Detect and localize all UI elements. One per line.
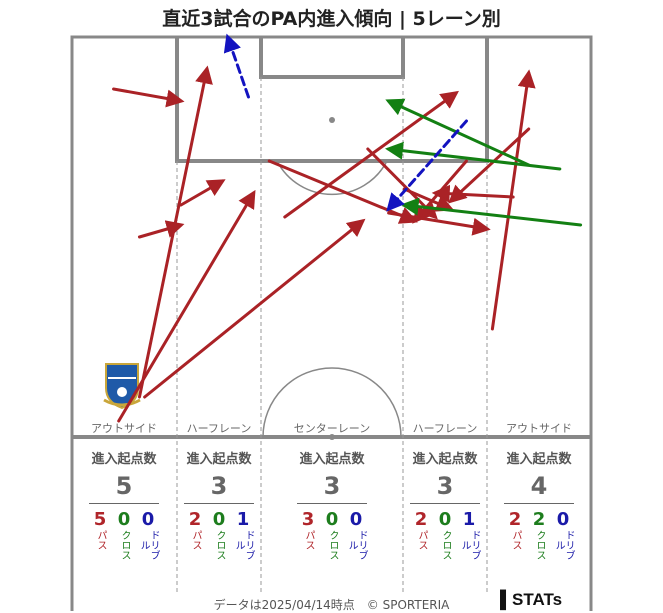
lane-label-2: ハーフレーン bbox=[187, 422, 252, 435]
lane-stats-3: 進入起点数 3 3 パス 0 クロス 0 ドリブル bbox=[292, 448, 372, 560]
stats-logo-icon: ▌ bbox=[500, 590, 513, 609]
lane-label-3: センターレーン bbox=[294, 422, 370, 435]
stats-brand-logo: ▌STATs bbox=[500, 590, 562, 610]
cross-label: クロス bbox=[119, 530, 130, 560]
pass-arrow bbox=[112, 87, 185, 108]
cross-count: 0 bbox=[212, 509, 226, 530]
pass-label: パス bbox=[190, 530, 201, 550]
dribble-label: ドリブル bbox=[553, 530, 574, 560]
cross-label: クロス bbox=[214, 530, 225, 560]
pass-count: 5 bbox=[93, 509, 107, 530]
center-circle bbox=[262, 367, 402, 438]
cross-label: クロス bbox=[440, 530, 451, 560]
lane-stats-4: 進入起点数 3 2 パス 0 クロス 1 ドリブル bbox=[405, 448, 485, 560]
pass-arrow bbox=[143, 218, 366, 399]
footer-credit: データは2025/04/14時点 © SPORTERIA bbox=[213, 598, 450, 612]
pass-count: 2 bbox=[508, 509, 522, 530]
cross-arrow bbox=[400, 197, 583, 227]
lane-label-5: アウトサイド bbox=[506, 422, 572, 435]
dribble-count: 1 bbox=[462, 509, 476, 530]
pass-count: 2 bbox=[414, 509, 428, 530]
lane-label-1: アウトサイド bbox=[91, 422, 157, 435]
stats-divider bbox=[410, 503, 480, 504]
dribble-label: ドリブル bbox=[346, 530, 367, 560]
total-count: 3 bbox=[436, 472, 454, 500]
pass-count: 3 bbox=[301, 509, 315, 530]
stats-heading: 進入起点数 bbox=[91, 452, 157, 467]
pass-arrow bbox=[179, 179, 226, 207]
pass-arrow bbox=[117, 189, 256, 423]
stats-heading: 進入起点数 bbox=[186, 452, 252, 467]
cross-count: 2 bbox=[532, 509, 546, 530]
stats-heading: 進入起点数 bbox=[506, 452, 572, 467]
total-count: 5 bbox=[115, 472, 133, 500]
pass-label: パス bbox=[416, 530, 427, 550]
pass-arrow bbox=[448, 127, 531, 204]
goal-area bbox=[259, 37, 405, 79]
stats-logo-text: STATs bbox=[512, 590, 563, 609]
total-count: 3 bbox=[323, 472, 341, 500]
center-spot bbox=[329, 434, 335, 440]
lane-stats-5: 進入起点数 4 2 パス 2 クロス 0 ドリブル bbox=[499, 448, 579, 560]
pass-arrow bbox=[387, 211, 491, 236]
pass-label: パス bbox=[510, 530, 521, 550]
dribble-count: 0 bbox=[556, 509, 570, 530]
cross-count: 0 bbox=[438, 509, 452, 530]
pass-arrow bbox=[490, 69, 536, 331]
dribble-arrow bbox=[223, 33, 250, 99]
dribble-count: 1 bbox=[236, 509, 250, 530]
dribble-label: ドリブル bbox=[138, 530, 159, 560]
stats-divider bbox=[184, 503, 254, 504]
stats-divider bbox=[504, 503, 574, 504]
team-crest-logo bbox=[103, 363, 141, 410]
cross-label: クロス bbox=[327, 530, 338, 560]
pass-arrow bbox=[283, 90, 459, 219]
dribble-label: ドリブル bbox=[233, 530, 254, 560]
total-count: 3 bbox=[210, 472, 228, 500]
stats-divider bbox=[89, 503, 159, 504]
pass-arrow bbox=[431, 184, 515, 203]
chart-title: 直近3試合のPA内進入傾向 | 5レーン別 bbox=[162, 8, 501, 30]
pitch-outline bbox=[70, 35, 593, 611]
penalty-spot bbox=[329, 117, 335, 123]
stats-divider bbox=[297, 503, 367, 504]
cross-arrow bbox=[385, 141, 562, 171]
total-count: 4 bbox=[530, 472, 548, 500]
penalty-arc bbox=[276, 160, 388, 196]
stats-heading: 進入起点数 bbox=[412, 452, 478, 467]
penalty-area bbox=[175, 37, 489, 163]
lane-stats-2: 進入起点数 3 2 パス 0 クロス 1 ドリブル bbox=[179, 448, 259, 560]
pass-count: 2 bbox=[188, 509, 202, 530]
lane-stats-1: 進入起点数 5 5 パス 0 クロス 0 ドリブル bbox=[84, 448, 164, 560]
stats-heading: 進入起点数 bbox=[299, 452, 365, 467]
dribble-label: ドリブル bbox=[459, 530, 480, 560]
cross-count: 0 bbox=[117, 509, 131, 530]
pass-arrow bbox=[137, 220, 185, 239]
cross-label: クロス bbox=[534, 530, 545, 560]
pass-arrow bbox=[366, 147, 438, 220]
dribble-arrow bbox=[386, 119, 468, 212]
pass-label: パス bbox=[303, 530, 314, 550]
lane-label-4: ハーフレーン bbox=[413, 422, 478, 435]
dribble-count: 0 bbox=[141, 509, 155, 530]
entry-arrows bbox=[112, 33, 583, 423]
cross-arrow bbox=[385, 98, 531, 167]
dribble-count: 0 bbox=[349, 509, 363, 530]
cross-count: 0 bbox=[325, 509, 339, 530]
pass-label: パス bbox=[95, 530, 106, 550]
